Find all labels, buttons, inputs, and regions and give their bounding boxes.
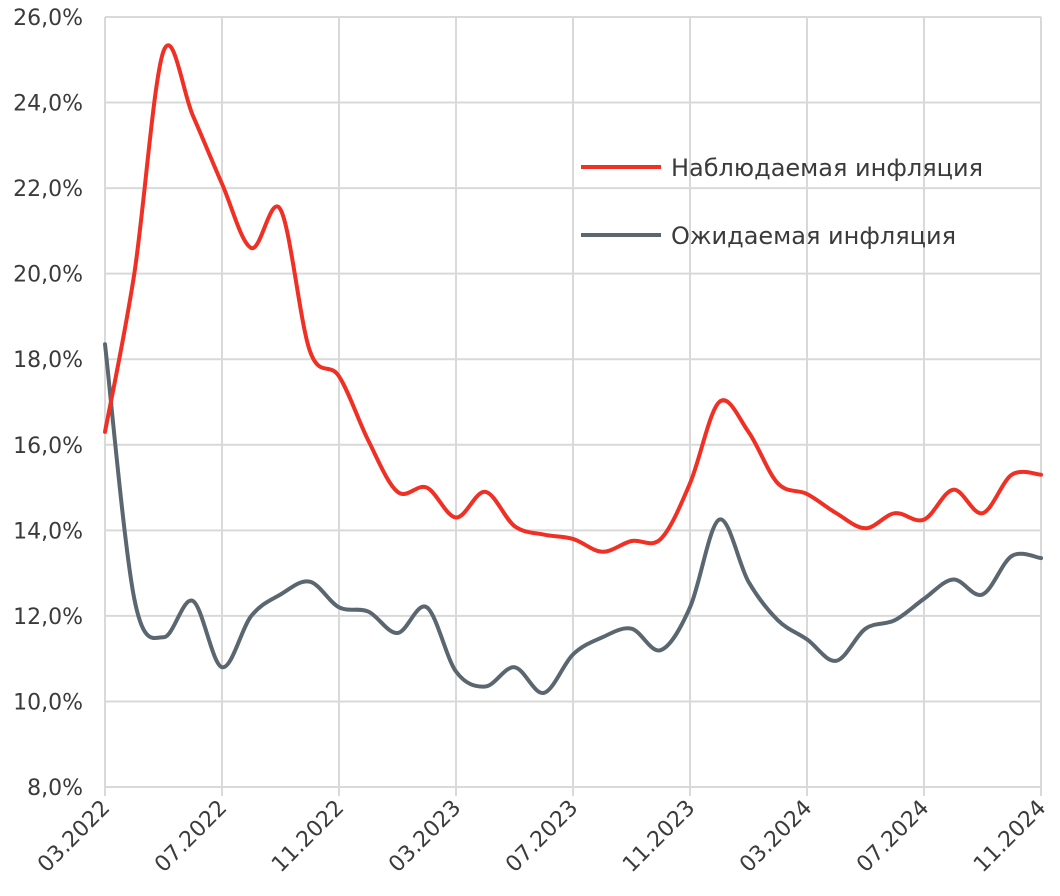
y-tick-label: 26,0% (13, 6, 83, 31)
y-tick-label: 8,0% (27, 776, 83, 801)
y-tick-label: 16,0% (13, 434, 83, 459)
x-tick-label: 11.2022 (267, 796, 349, 878)
y-tick-label: 10,0% (13, 690, 83, 715)
y-axis-ticks: 8,0% 10,0% 12,0% 14,0% 16,0% 18,0% 20,0% 22,0% 2… (13, 6, 83, 801)
series-expected-line (103, 342, 1043, 695)
x-axis-ticks: 03.2022 07.2022 11.2022 03.2023 07.2023 11.20… (33, 796, 1051, 878)
x-tick-label: 11.2024 (969, 796, 1051, 878)
y-tick-label: 20,0% (13, 263, 83, 288)
legend: Наблюдаемая инфляция Ожидаемая инфляция (581, 154, 983, 250)
x-tick-label: 11.2023 (618, 796, 700, 878)
x-tick-label: 03.2024 (735, 796, 817, 878)
series-observed-line (103, 43, 1043, 554)
x-tick-label: 03.2023 (384, 796, 466, 878)
y-tick-label: 18,0% (13, 348, 83, 373)
legend-label: Наблюдаемая инфляция (671, 154, 983, 182)
series-lines (103, 43, 1043, 695)
y-tick-label: 22,0% (13, 177, 83, 202)
x-tick-label: 07.2023 (501, 796, 583, 878)
x-tick-label: 07.2024 (852, 796, 934, 878)
x-tick-label: 03.2022 (33, 796, 115, 878)
y-tick-label: 14,0% (13, 519, 83, 544)
x-tick-label: 07.2022 (150, 796, 232, 878)
y-tick-label: 12,0% (13, 605, 83, 630)
grid (104, 16, 1042, 796)
y-tick-label: 24,0% (13, 92, 83, 117)
legend-label: Ожидаемая инфляция (671, 222, 956, 250)
